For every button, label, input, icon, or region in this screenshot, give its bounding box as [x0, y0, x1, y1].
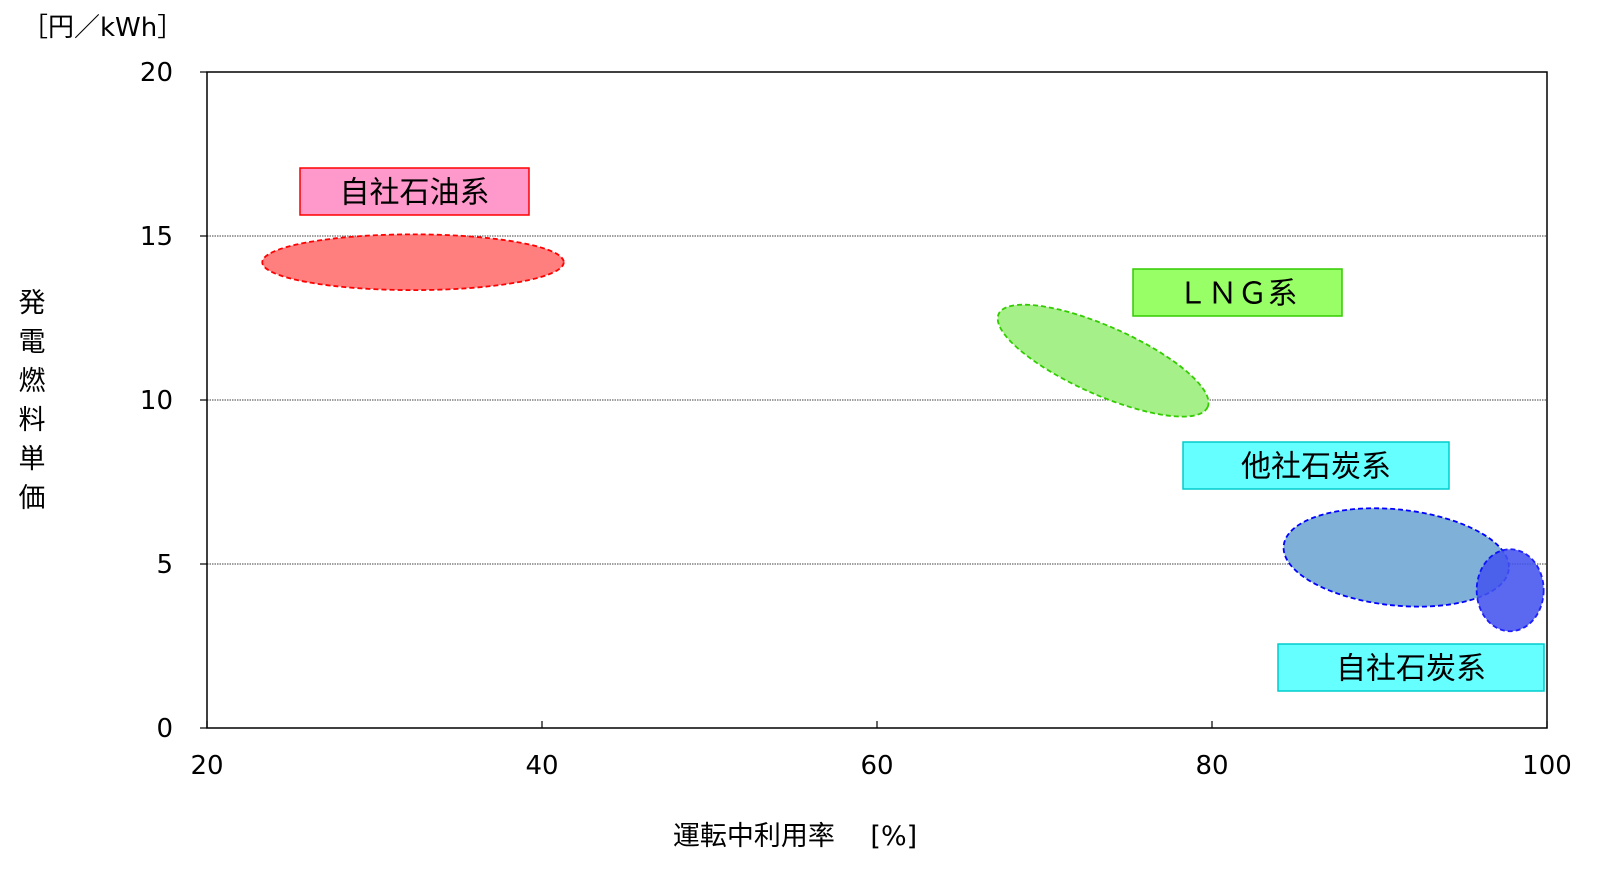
series-label-text: 自社石炭系	[1336, 652, 1486, 687]
x-axis-title: 運転中利用率 [%]	[673, 821, 917, 852]
y-axis-ticks: 0 5 10 15 20	[140, 58, 207, 744]
series-label-box	[1182, 441, 1450, 490]
y-unit-label: ［円／kWh］	[22, 13, 183, 43]
x-tick-label: 80	[1195, 751, 1228, 781]
region-ellipse	[1475, 548, 1545, 633]
series-label-box	[299, 167, 530, 216]
x-tick-label: 40	[525, 751, 558, 781]
series-label-text: 他社石炭系	[1241, 450, 1391, 485]
x-tick-label: 100	[1522, 751, 1572, 781]
series-label-text: 自社石油系	[340, 176, 490, 211]
y-axis-title: 発電燃料単価	[19, 288, 46, 514]
region-ellipse	[996, 303, 1210, 418]
series-label-text: ＬＮＧ系	[1178, 277, 1298, 312]
series-label: 自社石炭系	[1277, 643, 1545, 692]
region-ellipses	[261, 233, 1545, 633]
series-label-box	[1277, 643, 1545, 692]
series-label: ＬＮＧ系	[1132, 268, 1343, 317]
y-tick-label: 15	[140, 222, 173, 252]
y-tick-label: 0	[156, 714, 173, 744]
series-label-box	[1132, 268, 1343, 317]
x-axis-ticks: 20 40 60 80 100	[190, 721, 1572, 781]
y-tick-label: 5	[156, 550, 173, 580]
y-tick-label: 20	[140, 58, 173, 88]
series-label: 他社石炭系	[1182, 441, 1450, 490]
x-tick-label: 60	[860, 751, 893, 781]
region-ellipse	[1282, 507, 1510, 608]
x-tick-label: 20	[190, 751, 223, 781]
y-tick-label: 10	[140, 386, 173, 416]
series-label: 自社石油系	[299, 167, 530, 216]
region-ellipse	[261, 233, 565, 292]
